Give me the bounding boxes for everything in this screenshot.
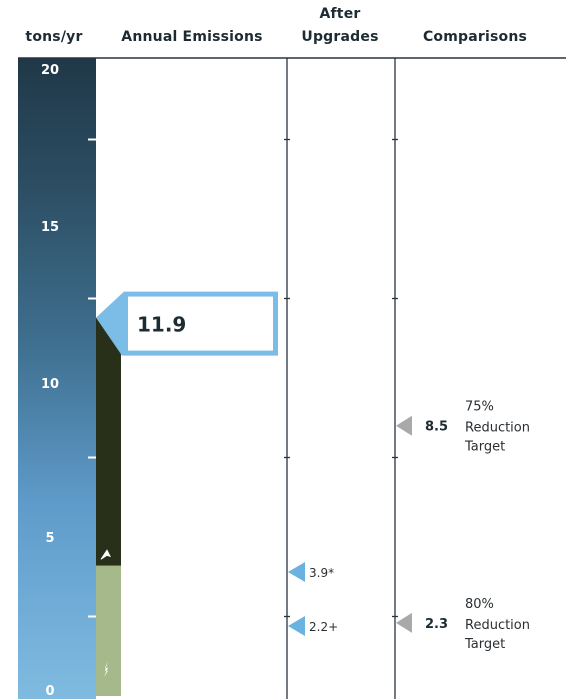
after-upgrade-label: 2.2+	[309, 620, 338, 634]
y-tick-label: 20	[41, 63, 59, 78]
units-header: tons/yr	[25, 29, 83, 45]
comparison-label-line: Target	[464, 440, 505, 455]
comparison-label-line: Target	[464, 637, 505, 652]
after-upgrade-marker	[288, 616, 305, 637]
after-upgrades-header-line1: After	[319, 6, 361, 22]
car-icon	[100, 549, 111, 560]
after-upgrade-marker	[288, 561, 305, 582]
y-tick-label: 10	[41, 377, 59, 392]
after-upgrade-label: 3.9*	[309, 566, 334, 580]
y-tick-label: 0	[45, 684, 54, 699]
scale-column	[18, 58, 96, 699]
after-upgrades-header: After Upgrades	[290, 7, 390, 45]
comparison-value: 8.5	[425, 420, 448, 435]
y-tick-label: 15	[41, 220, 59, 235]
comparison-marker	[396, 415, 412, 436]
annual-emissions-value: 11.9	[137, 313, 186, 337]
comparison-label-line: Reduction	[465, 618, 530, 633]
comparison-label-line: 80%	[465, 597, 494, 612]
lightning-icon	[104, 660, 108, 677]
after-upgrades-header-line2: Upgrades	[301, 29, 379, 45]
annual-emissions-segment	[96, 317, 121, 566]
comparison-marker	[396, 612, 412, 633]
annual-emissions-header: Annual Emissions	[121, 29, 263, 45]
comparison-value: 2.3	[425, 617, 448, 632]
annual-emissions-segment	[96, 565, 121, 696]
y-tick-label: 5	[45, 531, 54, 546]
comparisons-header: Comparisons	[422, 29, 528, 45]
comparison-label-line: Reduction	[465, 421, 530, 436]
callout-inner	[128, 296, 273, 351]
comparison-label-line: 75%	[465, 400, 494, 415]
